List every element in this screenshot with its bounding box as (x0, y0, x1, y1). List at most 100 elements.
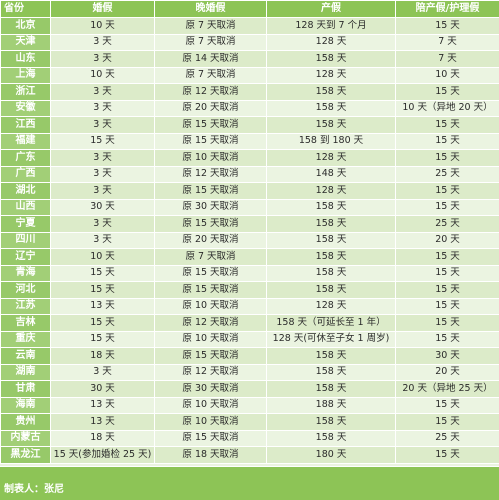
table-row: 青海 15 天原 15 天取消 158 天 15 天 (0, 264, 499, 282)
province-cell: 安徽 (0, 99, 51, 117)
paternity-leave-cell: 15 天 (395, 446, 499, 464)
marriage-leave-cell: 30 天 (50, 380, 155, 398)
province-cell: 福建 (0, 132, 51, 150)
paternity-leave-cell: 15 天 (395, 314, 499, 332)
table-row: 广东 3 天原 10 天取消 128 天 15 天 (0, 149, 499, 167)
late-marriage-leave-cell: 原 18 天取消 (154, 446, 267, 464)
maternity-leave-cell: 158 天 (266, 215, 396, 233)
province-cell: 天津 (0, 33, 51, 51)
header-late-marriage-leave: 晚婚假 (154, 0, 267, 18)
table-row: 江苏 13 天原 10 天取消 128 天 15 天 (0, 297, 499, 315)
marriage-leave-cell: 18 天 (50, 429, 155, 447)
late-marriage-leave-cell: 原 10 天取消 (154, 330, 267, 348)
province-cell: 江西 (0, 116, 51, 134)
paternity-leave-cell: 20 天（异地 25 天） (395, 380, 499, 398)
late-marriage-leave-cell: 原 15 天取消 (154, 347, 267, 365)
paternity-leave-cell: 15 天 (395, 413, 499, 431)
marriage-leave-cell: 3 天 (50, 363, 155, 381)
province-cell: 海南 (0, 396, 51, 414)
paternity-leave-cell: 15 天 (395, 264, 499, 282)
province-cell: 上海 (0, 66, 51, 84)
marriage-leave-cell: 3 天 (50, 33, 155, 51)
late-marriage-leave-cell: 原 30 天取消 (154, 198, 267, 216)
late-marriage-leave-cell: 原 12 天取消 (154, 363, 267, 381)
leave-policy-table: 省份 婚假 晚婚假 产假 陪产假/护理假 北京 10 天原 7 天取消 128 天到… (0, 0, 499, 464)
late-marriage-leave-cell: 原 14 天取消 (154, 50, 267, 68)
province-cell: 广东 (0, 149, 51, 167)
province-cell: 内蒙古 (0, 429, 51, 447)
marriage-leave-cell: 15 天 (50, 330, 155, 348)
province-cell: 河北 (0, 281, 51, 299)
paternity-leave-cell: 15 天 (395, 248, 499, 266)
table-row: 甘肃 30 天原 30 天取消 158 天 20 天（异地 25 天） (0, 380, 499, 398)
maternity-leave-cell: 158 天 (266, 99, 396, 117)
table-header-row: 省份 婚假 晚婚假 产假 陪产假/护理假 (0, 0, 499, 18)
maternity-leave-cell: 128 天(可休至子女 1 周岁) (266, 330, 396, 348)
paternity-leave-cell: 15 天 (395, 330, 499, 348)
paternity-leave-cell: 25 天 (395, 165, 499, 183)
table-row: 辽宁 10 天原 7 天取消 158 天 15 天 (0, 248, 499, 266)
header-maternity-leave: 产假 (266, 0, 396, 18)
marriage-leave-cell: 10 天 (50, 248, 155, 266)
late-marriage-leave-cell: 原 12 天取消 (154, 83, 267, 101)
table-row: 四川 3 天原 20 天取消 158 天 20 天 (0, 231, 499, 249)
paternity-leave-cell: 15 天 (395, 297, 499, 315)
table-row: 云南 18 天原 15 天取消 158 天 30 天 (0, 347, 499, 365)
maternity-leave-cell: 158 天 (266, 281, 396, 299)
marriage-leave-cell: 13 天 (50, 396, 155, 414)
late-marriage-leave-cell: 原 15 天取消 (154, 132, 267, 150)
maternity-leave-cell: 128 天 (266, 33, 396, 51)
province-cell: 青海 (0, 264, 51, 282)
paternity-leave-cell: 15 天 (395, 149, 499, 167)
paternity-leave-cell: 15 天 (395, 182, 499, 200)
table-author: 制表人：张尼 (4, 484, 64, 495)
paternity-leave-cell: 7 天 (395, 33, 499, 51)
maternity-leave-cell: 188 天 (266, 396, 396, 414)
paternity-leave-cell: 20 天 (395, 231, 499, 249)
table-row: 重庆 15 天原 10 天取消 128 天(可休至子女 1 周岁) 15 天 (0, 330, 499, 348)
marriage-leave-cell: 10 天 (50, 17, 155, 35)
maternity-leave-cell: 158 天 (266, 116, 396, 134)
header-province: 省份 (0, 0, 51, 18)
maternity-leave-cell: 158 天 (266, 429, 396, 447)
maternity-leave-cell: 128 天 (266, 149, 396, 167)
late-marriage-leave-cell: 原 10 天取消 (154, 297, 267, 315)
province-cell: 辽宁 (0, 248, 51, 266)
marriage-leave-cell: 3 天 (50, 182, 155, 200)
marriage-leave-cell: 15 天 (50, 281, 155, 299)
late-marriage-leave-cell: 原 12 天取消 (154, 165, 267, 183)
maternity-leave-cell: 148 天 (266, 165, 396, 183)
paternity-leave-cell: 15 天 (395, 17, 499, 35)
table-row: 安徽 3 天原 20 天取消 158 天 10 天（异地 20 天） (0, 99, 499, 117)
marriage-leave-cell: 15 天(参加婚检 25 天) (50, 446, 155, 464)
table-row: 河北 15 天原 15 天取消 158 天 15 天 (0, 281, 499, 299)
late-marriage-leave-cell: 原 15 天取消 (154, 264, 267, 282)
marriage-leave-cell: 3 天 (50, 99, 155, 117)
late-marriage-leave-cell: 原 7 天取消 (154, 33, 267, 51)
marriage-leave-cell: 3 天 (50, 149, 155, 167)
province-cell: 甘肃 (0, 380, 51, 398)
late-marriage-leave-cell: 原 15 天取消 (154, 281, 267, 299)
paternity-leave-cell: 25 天 (395, 215, 499, 233)
paternity-leave-cell: 10 天（异地 20 天） (395, 99, 499, 117)
marriage-leave-cell: 3 天 (50, 231, 155, 249)
table-row: 北京 10 天原 7 天取消 128 天到 7 个月 15 天 (0, 17, 499, 35)
province-cell: 浙江 (0, 83, 51, 101)
late-marriage-leave-cell: 原 20 天取消 (154, 99, 267, 117)
marriage-leave-cell: 15 天 (50, 264, 155, 282)
maternity-leave-cell: 128 天 (266, 297, 396, 315)
maternity-leave-cell: 158 天 (266, 231, 396, 249)
marriage-leave-cell: 3 天 (50, 116, 155, 134)
marriage-leave-cell: 3 天 (50, 215, 155, 233)
late-marriage-leave-cell: 原 15 天取消 (154, 215, 267, 233)
paternity-leave-cell: 15 天 (395, 83, 499, 101)
late-marriage-leave-cell: 原 20 天取消 (154, 231, 267, 249)
paternity-leave-cell: 10 天 (395, 66, 499, 84)
table-row: 黑龙江 15 天(参加婚检 25 天) 原 18 天取消 180 天 15 天 (0, 446, 499, 464)
table-row: 广西 3 天原 12 天取消 148 天 25 天 (0, 165, 499, 183)
province-cell: 贵州 (0, 413, 51, 431)
table-row: 浙江 3 天原 12 天取消 158 天 15 天 (0, 83, 499, 101)
province-cell: 北京 (0, 17, 51, 35)
maternity-leave-cell: 158 天（可延长至 1 年） (266, 314, 396, 332)
